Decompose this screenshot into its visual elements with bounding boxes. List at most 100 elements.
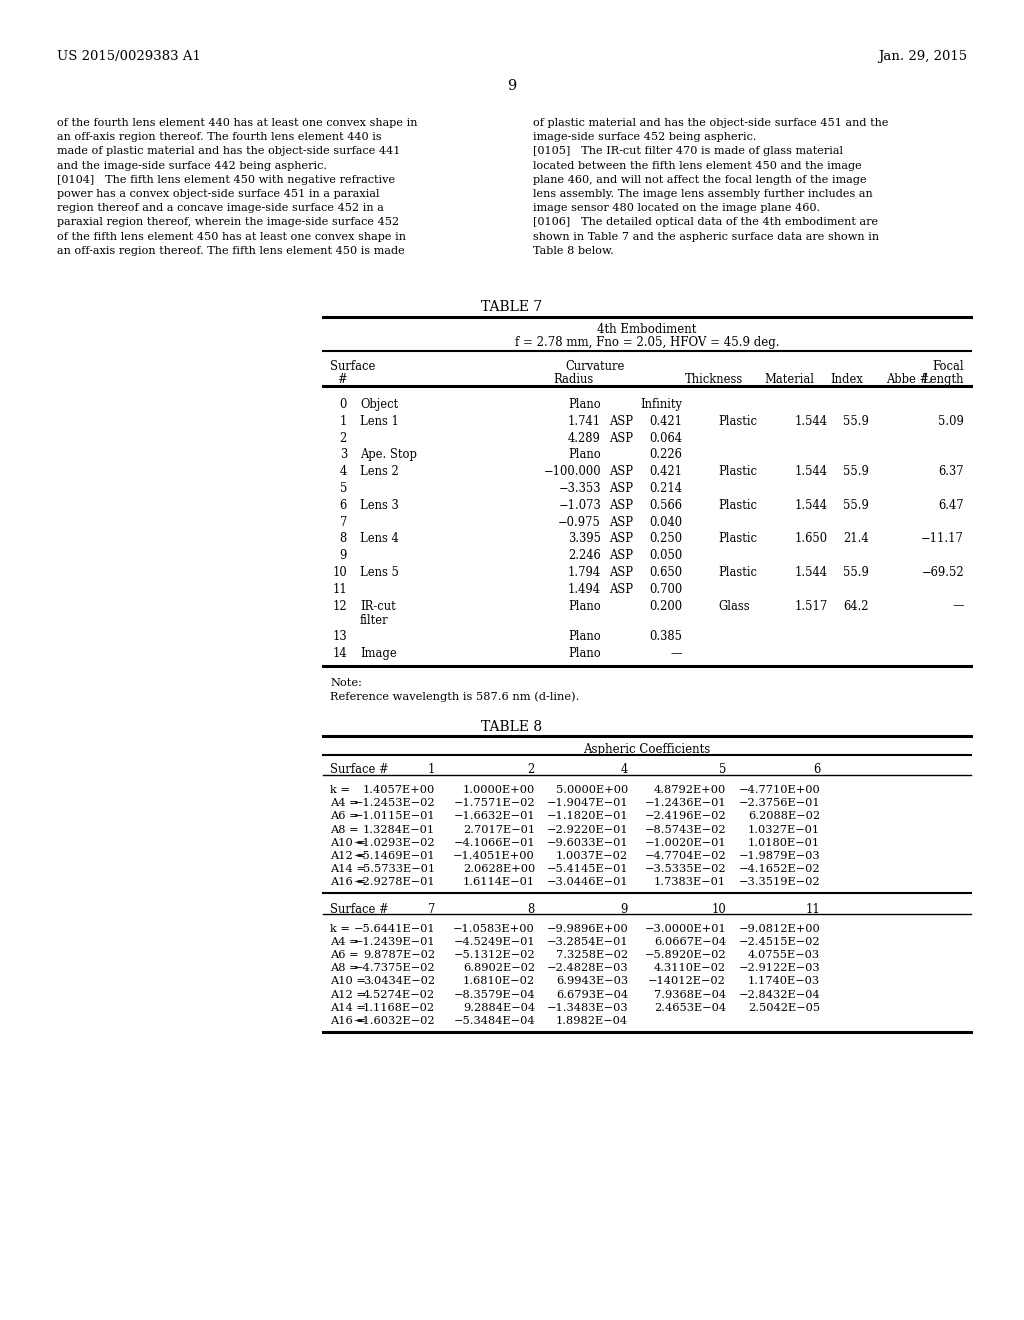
Text: TABLE 8: TABLE 8: [481, 719, 543, 734]
Text: Surface: Surface: [330, 360, 376, 374]
Text: 7.3258E−02: 7.3258E−02: [556, 950, 628, 960]
Text: —: —: [952, 599, 964, 612]
Text: A14 =: A14 =: [330, 1003, 366, 1012]
Text: 0.385: 0.385: [649, 631, 682, 643]
Text: Plano: Plano: [568, 631, 601, 643]
Text: Lens 2: Lens 2: [360, 465, 398, 478]
Text: k =: k =: [330, 924, 350, 933]
Text: shown in Table 7 and the aspheric surface data are shown in: shown in Table 7 and the aspheric surfac…: [534, 231, 880, 242]
Text: 4th Embodiment: 4th Embodiment: [597, 323, 696, 337]
Text: −1.3483E−03: −1.3483E−03: [547, 1003, 628, 1012]
Text: 9.8787E−02: 9.8787E−02: [362, 950, 435, 960]
Text: Surface #: Surface #: [330, 903, 389, 916]
Text: −1.0020E−01: −1.0020E−01: [644, 838, 726, 847]
Text: Table 8 below.: Table 8 below.: [534, 246, 613, 256]
Text: Material: Material: [764, 374, 814, 385]
Text: −1.9879E−03: −1.9879E−03: [738, 851, 820, 861]
Text: 8: 8: [527, 903, 535, 916]
Text: −1.6032E−02: −1.6032E−02: [353, 1016, 435, 1026]
Text: Plano: Plano: [568, 599, 601, 612]
Text: Glass: Glass: [718, 599, 750, 612]
Text: 0.214: 0.214: [649, 482, 682, 495]
Text: ASP: ASP: [609, 414, 633, 428]
Text: Lens 1: Lens 1: [360, 414, 399, 428]
Text: 55.9: 55.9: [843, 465, 869, 478]
Text: 21.4: 21.4: [844, 532, 869, 545]
Text: Jan. 29, 2015: Jan. 29, 2015: [878, 50, 967, 63]
Text: 6: 6: [340, 499, 347, 512]
Text: 11: 11: [332, 583, 347, 595]
Text: −5.1312E−02: −5.1312E−02: [454, 950, 535, 960]
Text: −2.3756E−01: −2.3756E−01: [738, 799, 820, 808]
Text: −1.9047E−01: −1.9047E−01: [547, 799, 628, 808]
Text: Radius: Radius: [554, 374, 594, 385]
Text: 1.650: 1.650: [795, 532, 828, 545]
Text: 1.0000E+00: 1.0000E+00: [463, 785, 535, 795]
Text: f = 2.78 mm, Fno = 2.05, HFOV = 45.9 deg.: f = 2.78 mm, Fno = 2.05, HFOV = 45.9 deg…: [515, 337, 779, 348]
Text: 9: 9: [507, 79, 517, 92]
Text: 2: 2: [340, 432, 347, 445]
Text: −4.7704E−02: −4.7704E−02: [644, 851, 726, 861]
Text: 4.8792E+00: 4.8792E+00: [653, 785, 726, 795]
Text: Ape. Stop: Ape. Stop: [360, 449, 417, 462]
Text: 64.2: 64.2: [844, 599, 869, 612]
Text: 9: 9: [621, 903, 628, 916]
Text: 6.6793E−04: 6.6793E−04: [556, 990, 628, 999]
Text: 10: 10: [712, 903, 726, 916]
Text: TABLE 7: TABLE 7: [481, 300, 543, 314]
Text: −3.5335E−02: −3.5335E−02: [644, 865, 726, 874]
Text: plane 460, and will not affect the focal length of the image: plane 460, and will not affect the focal…: [534, 174, 866, 185]
Text: —: —: [671, 647, 682, 660]
Text: 1.8982E−04: 1.8982E−04: [556, 1016, 628, 1026]
Text: Image: Image: [360, 647, 396, 660]
Text: −1.0115E−01: −1.0115E−01: [353, 812, 435, 821]
Text: −8.5743E−02: −8.5743E−02: [644, 825, 726, 834]
Text: 7: 7: [428, 903, 435, 916]
Text: ASP: ASP: [609, 549, 633, 562]
Text: 6.9943E−03: 6.9943E−03: [556, 977, 628, 986]
Text: −4.1652E−02: −4.1652E−02: [738, 865, 820, 874]
Text: of plastic material and has the object-side surface 451 and the: of plastic material and has the object-s…: [534, 117, 889, 128]
Text: and the image-side surface 442 being aspheric.: and the image-side surface 442 being asp…: [57, 161, 327, 170]
Text: −4.1066E−01: −4.1066E−01: [454, 838, 535, 847]
Text: 1.544: 1.544: [795, 414, 828, 428]
Text: 0.700: 0.700: [649, 583, 682, 595]
Text: 4.0755E−03: 4.0755E−03: [748, 950, 820, 960]
Text: 1.544: 1.544: [795, 465, 828, 478]
Text: −4.5249E−01: −4.5249E−01: [454, 937, 535, 946]
Text: −11.17: −11.17: [922, 532, 964, 545]
Text: −1.0293E−02: −1.0293E−02: [353, 838, 435, 847]
Text: 1: 1: [428, 763, 435, 776]
Text: ASP: ASP: [609, 465, 633, 478]
Text: Index: Index: [830, 374, 863, 385]
Text: 1: 1: [340, 414, 347, 428]
Text: 11: 11: [805, 903, 820, 916]
Text: 6.2088E−02: 6.2088E−02: [748, 812, 820, 821]
Text: Plastic: Plastic: [718, 414, 757, 428]
Text: −2.4515E−02: −2.4515E−02: [738, 937, 820, 946]
Text: A6 =: A6 =: [330, 812, 358, 821]
Text: Plano: Plano: [568, 449, 601, 462]
Text: 6.0667E−04: 6.0667E−04: [654, 937, 726, 946]
Text: 1.794: 1.794: [568, 566, 601, 579]
Text: −14012E−02: −14012E−02: [648, 977, 726, 986]
Text: ASP: ASP: [609, 432, 633, 445]
Text: −1.073: −1.073: [558, 499, 601, 512]
Text: [0104]   The fifth lens element 450 with negative refractive: [0104] The fifth lens element 450 with n…: [57, 174, 395, 185]
Text: ASP: ASP: [609, 482, 633, 495]
Text: ASP: ASP: [609, 566, 633, 579]
Text: 1.544: 1.544: [795, 566, 828, 579]
Text: 12: 12: [333, 599, 347, 612]
Text: 0.200: 0.200: [649, 599, 682, 612]
Text: 4.3110E−02: 4.3110E−02: [654, 964, 726, 973]
Text: 6.47: 6.47: [938, 499, 964, 512]
Text: 1.494: 1.494: [568, 583, 601, 595]
Text: 0.421: 0.421: [649, 465, 682, 478]
Text: 9: 9: [340, 549, 347, 562]
Text: 1.0037E−02: 1.0037E−02: [556, 851, 628, 861]
Text: 6.8902E−02: 6.8902E−02: [463, 964, 535, 973]
Text: −2.9122E−03: −2.9122E−03: [738, 964, 820, 973]
Text: 0.421: 0.421: [649, 414, 682, 428]
Text: −2.8432E−04: −2.8432E−04: [738, 990, 820, 999]
Text: A16 =: A16 =: [330, 878, 366, 887]
